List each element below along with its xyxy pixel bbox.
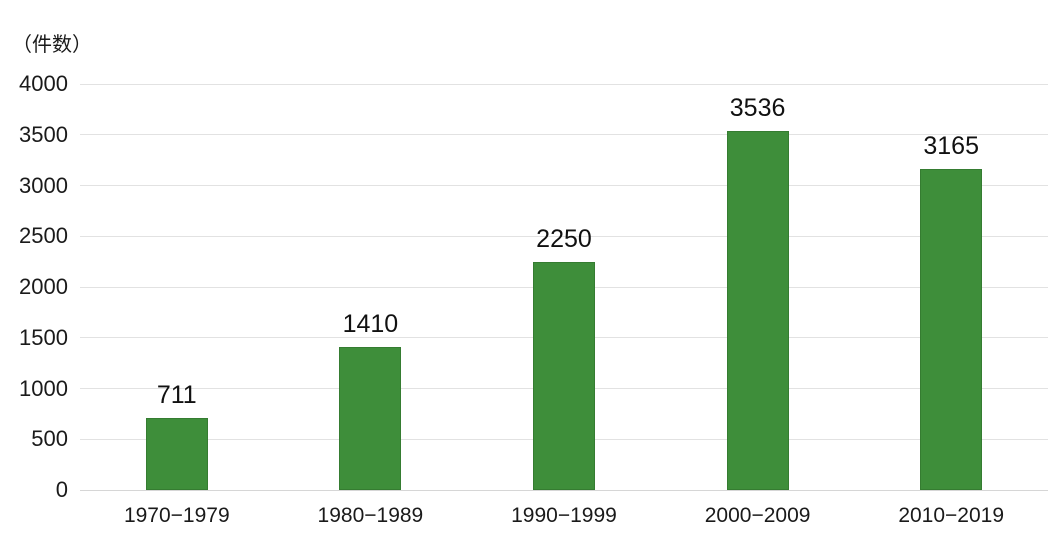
y-tick-label: 4000 — [19, 71, 68, 96]
bar — [533, 261, 595, 490]
y-tick-label: 2500 — [19, 223, 68, 249]
gridline — [80, 235, 1048, 237]
y-tick-label: 1000 — [19, 375, 68, 401]
bar-value-label: 711 — [156, 380, 197, 409]
y-tick-label: 1500 — [19, 324, 68, 350]
x-axis-label: 2010−2019 — [898, 504, 1005, 527]
bar — [920, 168, 983, 490]
bar — [339, 346, 402, 490]
x-axis-label: 1990−1999 — [511, 504, 617, 527]
bar — [726, 131, 789, 490]
bar-value-label: 2250 — [536, 224, 592, 253]
x-axis-label: 2000−2009 — [704, 504, 811, 527]
gridline — [80, 134, 1048, 136]
x-axis-label: 1980−1989 — [317, 504, 424, 527]
y-axis-unit-label: （件数） — [12, 34, 92, 56]
bar-value-label: 3165 — [923, 131, 979, 160]
bar-value-label: 3536 — [729, 94, 786, 123]
x-axis-label: 1970−1979 — [123, 504, 230, 527]
bar-value-label: 1410 — [342, 309, 399, 338]
gridline — [80, 489, 1048, 491]
gridline — [80, 185, 1048, 186]
y-tick-label: 500 — [31, 426, 68, 452]
y-tick-label: 3000 — [19, 172, 68, 198]
y-tick-label: 2000 — [19, 274, 68, 299]
y-tick-label: 0 — [55, 477, 68, 502]
bar — [145, 417, 208, 490]
y-tick-label: 3500 — [19, 121, 68, 147]
gridline — [80, 83, 1048, 85]
